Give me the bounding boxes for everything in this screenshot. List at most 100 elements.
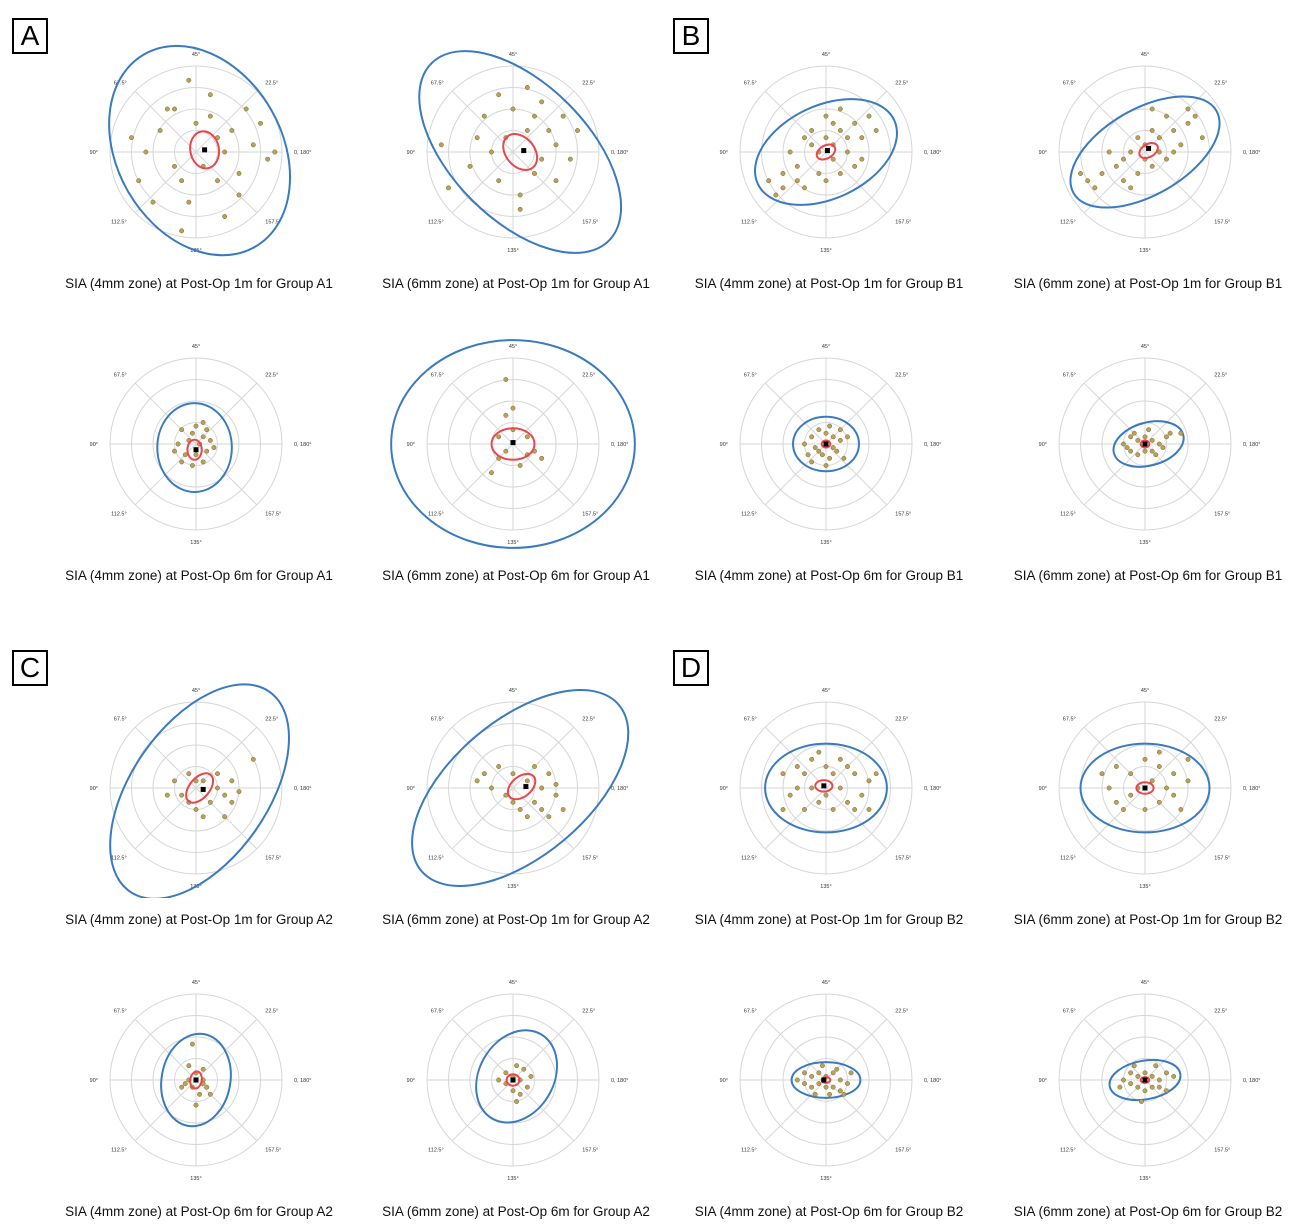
angle-label: 67.5° bbox=[744, 373, 757, 379]
angle-label: 112.5° bbox=[428, 855, 444, 861]
data-point bbox=[1185, 778, 1191, 784]
data-point bbox=[532, 799, 537, 805]
angle-label: 67.5° bbox=[1063, 1009, 1076, 1015]
angle-label: 67.5° bbox=[431, 81, 444, 87]
grid-spoke bbox=[1083, 1079, 1146, 1142]
data-point bbox=[136, 178, 142, 184]
data-point bbox=[560, 807, 566, 812]
data-point bbox=[179, 427, 185, 433]
panel-label-b: B bbox=[673, 18, 709, 54]
data-point bbox=[481, 113, 487, 119]
grid-spoke bbox=[195, 90, 258, 153]
chart-title: SIA (6mm zone) at Post-Op 1m for Group A… bbox=[382, 276, 650, 291]
grid-spoke bbox=[1083, 443, 1146, 506]
data-point bbox=[794, 785, 800, 791]
data-point bbox=[514, 1063, 520, 1069]
data-point bbox=[809, 785, 815, 791]
data-point bbox=[802, 807, 807, 812]
data-point bbox=[1199, 135, 1205, 141]
data-point bbox=[524, 128, 530, 133]
data-point bbox=[805, 452, 811, 458]
grid-spoke bbox=[451, 382, 514, 445]
angle-label: 0, 180° bbox=[1243, 786, 1261, 792]
data-point bbox=[496, 178, 502, 184]
data-point bbox=[794, 1077, 800, 1083]
angle-label: 0, 180° bbox=[1243, 442, 1261, 448]
data-point bbox=[517, 206, 523, 212]
confidence-ellipse-outer bbox=[790, 1061, 862, 1099]
data-point bbox=[852, 771, 858, 777]
data-point bbox=[200, 814, 206, 820]
data-point bbox=[1138, 1099, 1144, 1104]
data-point bbox=[1156, 749, 1162, 755]
data-point bbox=[773, 192, 779, 198]
data-point bbox=[1099, 171, 1105, 176]
angle-label: 157.5° bbox=[895, 855, 911, 861]
angle-label: 22.5° bbox=[1214, 717, 1227, 723]
data-point bbox=[1164, 113, 1169, 119]
angle-label: 45° bbox=[1141, 980, 1149, 986]
angle-label: 45° bbox=[509, 344, 517, 350]
data-point bbox=[510, 771, 516, 777]
polar-plot: 45° 22.5° 0, 180° 157.5° 135° 112.5° 90° 67.5° bbox=[407, 50, 629, 254]
data-point bbox=[481, 771, 487, 777]
data-point bbox=[189, 1041, 195, 1047]
centroid-marker bbox=[200, 786, 206, 792]
data-point bbox=[517, 807, 523, 812]
data-point bbox=[157, 128, 163, 133]
confidence-ellipse-inner bbox=[1139, 439, 1151, 449]
angle-label: 67.5° bbox=[1063, 717, 1076, 723]
grid-spoke bbox=[512, 1079, 575, 1142]
data-point bbox=[1113, 163, 1119, 169]
data-point bbox=[809, 128, 815, 133]
data-point bbox=[143, 149, 149, 155]
confidence-ellipse-inner bbox=[814, 779, 834, 793]
angle-label: 22.5° bbox=[265, 1009, 278, 1015]
data-point bbox=[197, 1091, 203, 1097]
data-point bbox=[467, 163, 473, 169]
angle-label: 157.5° bbox=[1214, 219, 1230, 225]
data-point bbox=[265, 156, 271, 162]
data-point bbox=[837, 1077, 843, 1083]
data-point bbox=[200, 778, 206, 784]
confidence-ellipse-inner bbox=[502, 133, 539, 171]
data-point bbox=[845, 135, 850, 141]
angle-label: 90° bbox=[407, 786, 415, 792]
grid-spoke bbox=[764, 443, 827, 506]
grid-spoke bbox=[451, 726, 514, 789]
angle-label: 157.5° bbox=[582, 219, 598, 225]
chart-title: SIA (4mm zone) at Post-Op 1m for Group A… bbox=[65, 912, 333, 927]
angle-label: 135° bbox=[1139, 248, 1150, 254]
angle-label: 157.5° bbox=[582, 511, 598, 517]
data-point bbox=[539, 455, 545, 461]
data-point bbox=[1142, 1088, 1148, 1094]
data-point bbox=[532, 764, 537, 769]
angle-label: 112.5° bbox=[428, 511, 444, 517]
confidence-ellipse-outer bbox=[156, 402, 233, 494]
data-point bbox=[830, 156, 836, 162]
data-point bbox=[1149, 163, 1155, 169]
data-point bbox=[1149, 448, 1155, 454]
angle-label: 112.5° bbox=[1060, 511, 1076, 517]
data-point bbox=[823, 1084, 829, 1090]
angle-label: 90° bbox=[1039, 1078, 1047, 1084]
data-point bbox=[816, 427, 822, 433]
confidence-ellipse-inner bbox=[186, 438, 203, 461]
angle-label: 45° bbox=[509, 688, 517, 694]
grid-spoke bbox=[195, 726, 258, 789]
data-point bbox=[496, 1077, 502, 1083]
angle-label: 45° bbox=[1141, 344, 1149, 350]
centroid-marker bbox=[823, 441, 829, 447]
grid-spoke bbox=[825, 726, 888, 789]
angle-label: 45° bbox=[192, 980, 200, 986]
data-point bbox=[823, 792, 829, 798]
grid-spoke bbox=[134, 1079, 197, 1142]
data-point bbox=[787, 149, 793, 155]
angle-label: 67.5° bbox=[431, 1009, 444, 1015]
data-point bbox=[1113, 799, 1119, 805]
chart-title: SIA (6mm zone) at Post-Op 1m for Group A… bbox=[382, 912, 650, 927]
data-point bbox=[1085, 178, 1091, 184]
data-point bbox=[852, 807, 858, 812]
data-point bbox=[575, 128, 580, 133]
data-point bbox=[1142, 448, 1148, 454]
